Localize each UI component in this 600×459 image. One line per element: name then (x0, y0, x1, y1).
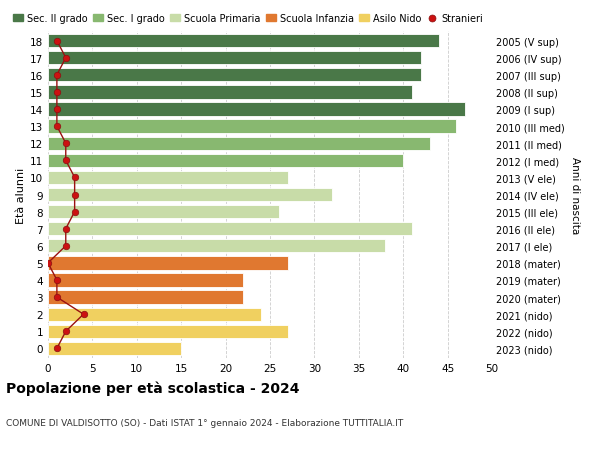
Text: COMUNE DI VALDISOTTO (SO) - Dati ISTAT 1° gennaio 2024 - Elaborazione TUTTITALIA: COMUNE DI VALDISOTTO (SO) - Dati ISTAT 1… (6, 418, 403, 427)
Point (52, 38, 62, 45)
Bar (48, 171, 288, 185)
Point (52, 106, 62, 113)
Bar (48, 325, 288, 338)
Bar (48, 189, 332, 202)
Bar (48, 52, 421, 65)
Point (61, 55, 71, 62)
Bar (48, 308, 261, 321)
Point (61, 157, 71, 165)
Bar (48, 154, 403, 168)
Text: Popolazione per età scolastica - 2024: Popolazione per età scolastica - 2024 (6, 381, 299, 396)
Bar (48, 137, 430, 151)
Point (52, 89, 62, 96)
Point (61, 243, 71, 250)
Point (52, 345, 62, 353)
Point (52, 294, 62, 301)
Bar (48, 240, 385, 253)
Point (52, 277, 62, 284)
Bar (48, 274, 244, 287)
Bar (48, 103, 466, 117)
Point (70, 174, 79, 182)
Point (61, 225, 71, 233)
Point (52, 72, 62, 79)
Bar (48, 342, 181, 355)
Point (52, 123, 62, 130)
Bar (48, 257, 288, 270)
Bar (48, 291, 244, 304)
Y-axis label: Età alunni: Età alunni (16, 167, 26, 223)
Point (43, 260, 53, 267)
Legend: Sec. II grado, Sec. I grado, Scuola Primaria, Scuola Infanzia, Asilo Nido, Stran: Sec. II grado, Sec. I grado, Scuola Prim… (13, 14, 482, 24)
Bar (48, 206, 279, 219)
Bar (48, 35, 439, 48)
Point (61, 328, 71, 335)
Point (70, 208, 79, 216)
Point (70, 191, 79, 199)
Bar (48, 69, 421, 82)
Bar (48, 86, 412, 99)
Y-axis label: Anni di nascita: Anni di nascita (571, 157, 580, 234)
Point (79, 311, 88, 318)
Point (61, 140, 71, 147)
Bar (48, 223, 412, 236)
Bar (48, 120, 457, 134)
